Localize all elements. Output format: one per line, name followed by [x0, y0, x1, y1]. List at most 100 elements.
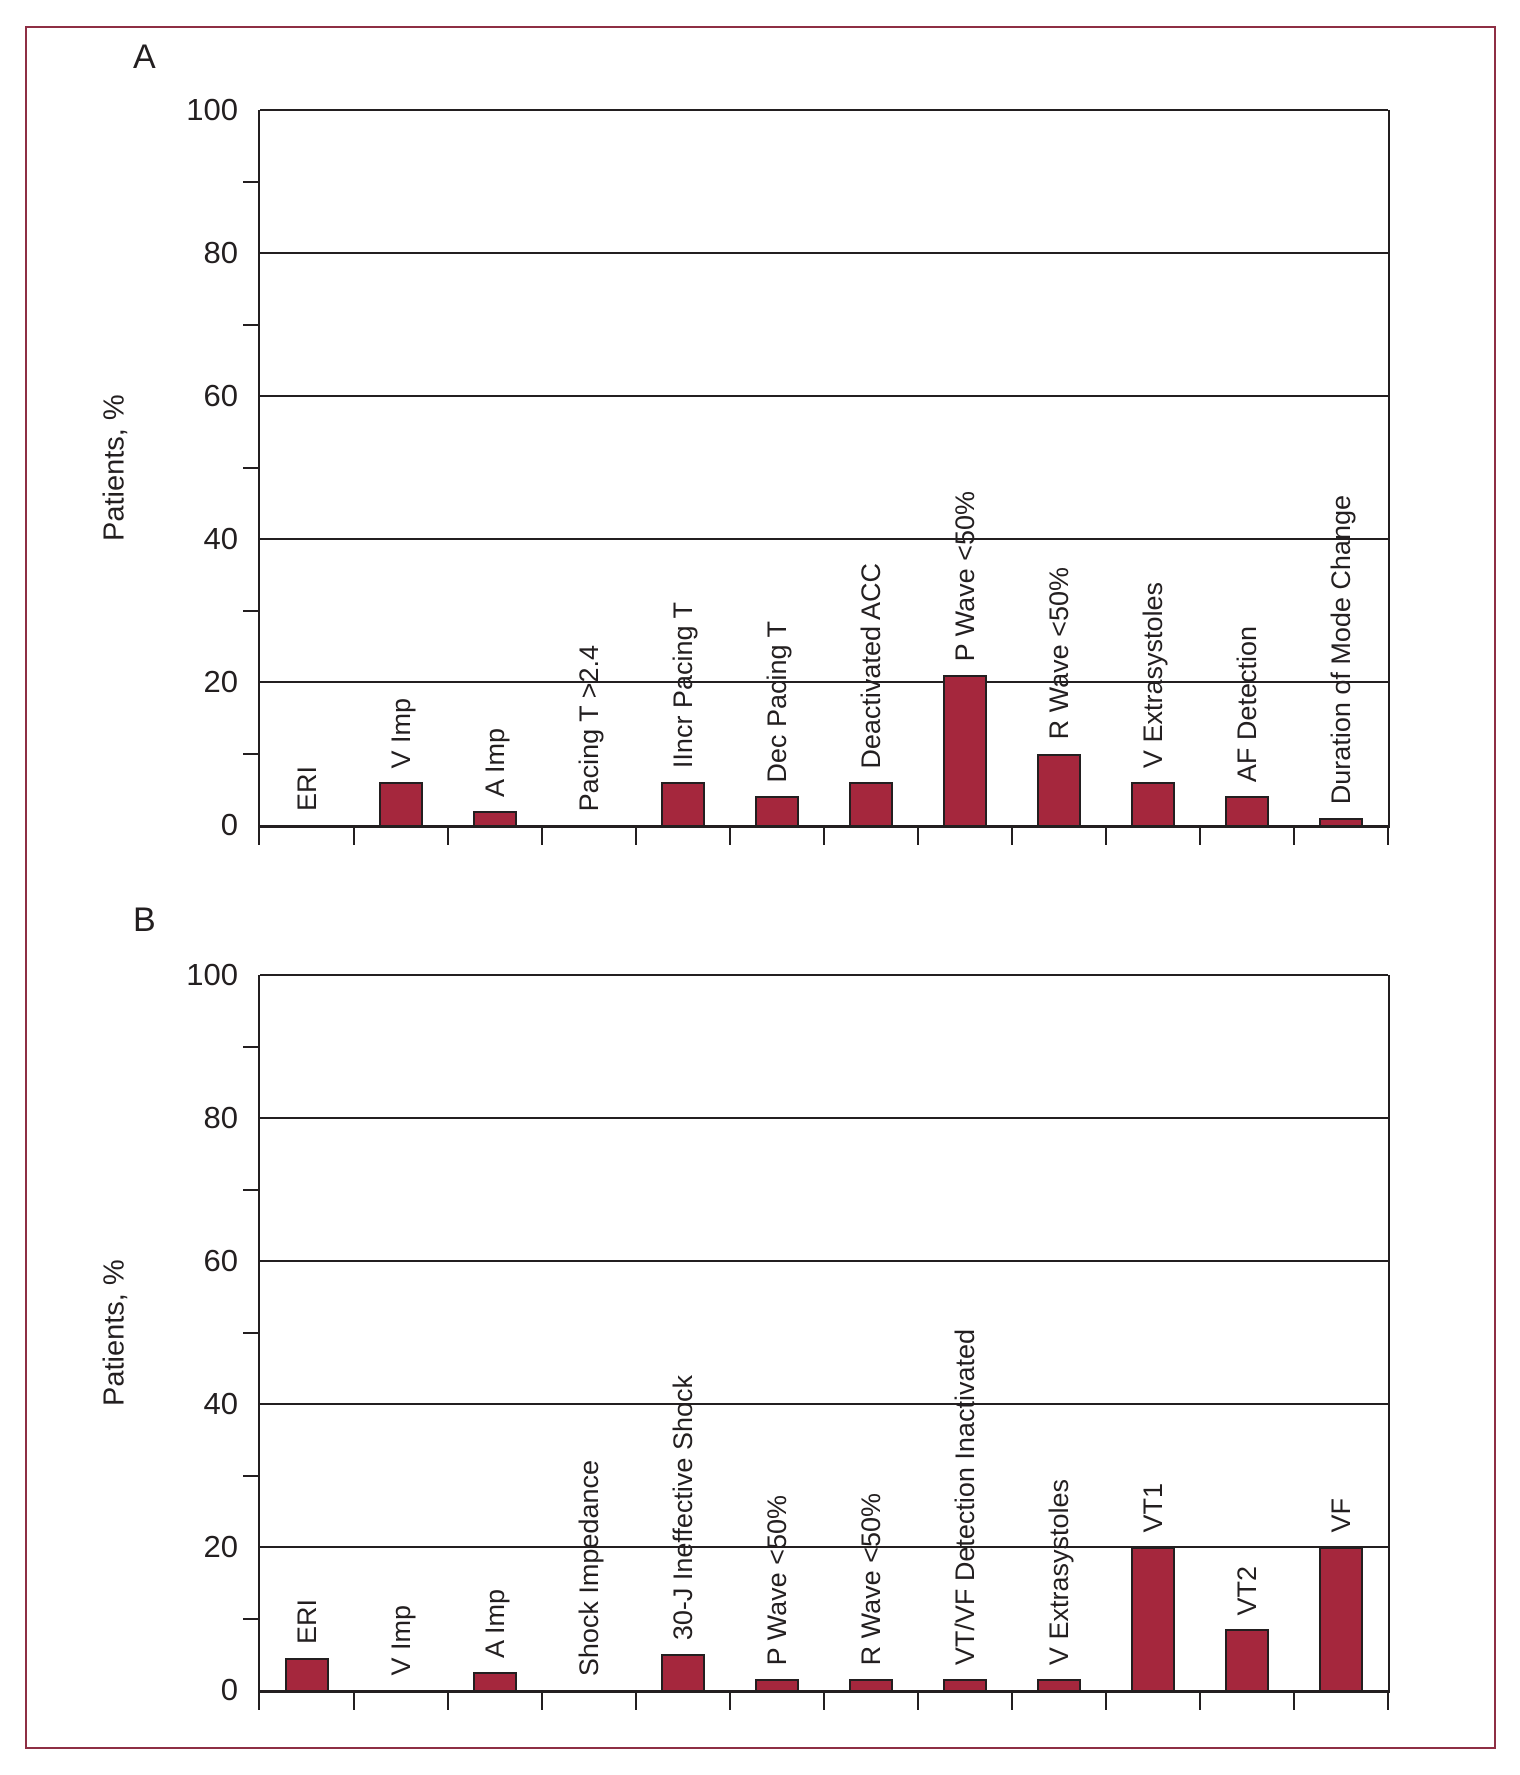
y-minor-tick-50 [243, 1331, 258, 1334]
y-minor-tick-10 [243, 752, 258, 755]
x-tick [353, 825, 355, 845]
y-minor-tick-90 [243, 180, 258, 183]
category-label: A Imp [480, 1589, 510, 1659]
gridline-60 [260, 1260, 1388, 1262]
y-tick-label: 40 [203, 1386, 238, 1421]
x-tick [1199, 1690, 1201, 1710]
x-tick [1387, 825, 1389, 845]
gridline-20 [260, 681, 1388, 683]
y-minor-tick-70 [243, 323, 258, 326]
y-minor-tick-30 [243, 1474, 258, 1477]
x-tick [447, 1690, 449, 1710]
bar [1131, 782, 1175, 825]
category-label: Dec Pacing T [762, 620, 792, 783]
x-tick [353, 1690, 355, 1710]
category-label: ERI [292, 765, 322, 811]
bar [849, 782, 893, 825]
x-tick [635, 1690, 637, 1710]
y-tick-label: 100 [186, 957, 238, 992]
category-label: V Imp [386, 1605, 416, 1676]
y-tick-label: 60 [203, 378, 238, 413]
category-label: 30-J Ineffective Shock [668, 1375, 698, 1641]
x-tick [1011, 1690, 1013, 1710]
x-tick [258, 1690, 260, 1710]
y-axis-label-b: Patients, % [98, 1259, 131, 1406]
category-label: VT2 [1232, 1565, 1262, 1616]
bar [1319, 817, 1363, 825]
x-tick [729, 1690, 731, 1710]
bar [1037, 1679, 1081, 1690]
x-tick [1105, 825, 1107, 845]
category-label: ERI [292, 1598, 322, 1644]
x-tick [541, 1690, 543, 1710]
category-label: P Wave <50% [950, 490, 980, 661]
y-tick-label: 40 [203, 521, 238, 556]
gridline-80 [260, 1117, 1388, 1119]
plot-area-b: 0 20 40 60 80 100 ERI V Imp A Imp Shock Impedance… [186, 957, 1390, 1710]
x-tick [635, 825, 637, 845]
category-label: VF [1326, 1498, 1356, 1533]
category-label: Shock Impedance [574, 1459, 604, 1676]
y-tick-label: 20 [203, 1529, 238, 1564]
category-label: R Wave <50% [1044, 567, 1074, 740]
bar [1319, 1547, 1363, 1690]
gridline-60 [260, 395, 1388, 397]
bar [849, 1679, 893, 1690]
category-label: Duration of Mode Change [1326, 494, 1356, 804]
x-tick [1387, 1690, 1389, 1710]
gridline-100 [260, 974, 1388, 976]
bar [943, 674, 987, 825]
y-minor-tick-50 [243, 466, 258, 469]
y-tick-label: 80 [203, 1100, 238, 1135]
bar [943, 1679, 987, 1690]
y-minor-tick-90 [243, 1045, 258, 1048]
y-axis-label-a: Patients, % [98, 394, 131, 541]
y-minor-tick-70 [243, 1188, 258, 1191]
bar [1225, 796, 1269, 825]
x-tick [1105, 1690, 1107, 1710]
bar [379, 782, 423, 825]
x-tick [729, 825, 731, 845]
category-label: A Imp [480, 727, 510, 797]
gridline-40 [260, 1403, 1388, 1405]
bar [755, 1679, 799, 1690]
category-label: P Wave <50% [762, 1494, 792, 1666]
bar [473, 1672, 517, 1690]
bar [755, 796, 799, 825]
category-label: AF Detection [1232, 626, 1262, 783]
y-minor-tick-30 [243, 609, 258, 612]
panel-a-letter: A [133, 38, 156, 76]
y-tick-label: 0 [220, 807, 238, 842]
category-label: R Wave <50% [856, 1492, 886, 1666]
figure-border [25, 26, 1496, 1749]
y-tick-label: 20 [203, 664, 238, 699]
category-label: V Extrasystoles [1138, 582, 1168, 769]
x-tick [447, 825, 449, 845]
plot-area-a: 0 20 40 60 80 100 ERI V Imp A Imp Pacing T >2.4 II… [186, 92, 1390, 845]
category-label: V Imp [386, 697, 416, 769]
bar [661, 1654, 705, 1690]
y-tick-label: 100 [186, 92, 238, 127]
x-tick [258, 825, 260, 845]
y-tick-label: 60 [203, 1243, 238, 1278]
x-tick [541, 825, 543, 845]
bar [661, 782, 705, 825]
y-tick-label: 80 [203, 235, 238, 270]
x-tick [1293, 1690, 1295, 1710]
category-label: IIncr Pacing T [668, 602, 698, 769]
panel-b-letter: B [133, 901, 156, 939]
gridline-100 [260, 109, 1388, 111]
y-minor-tick-10 [243, 1617, 258, 1620]
bar [285, 1657, 329, 1690]
x-tick [823, 1690, 825, 1710]
category-label: Deactivated ACC [856, 562, 886, 769]
category-label: Pacing T >2.4 [574, 644, 604, 811]
bar [1131, 1547, 1175, 1690]
x-tick [1293, 825, 1295, 845]
bar [1037, 753, 1081, 825]
x-tick [1199, 825, 1201, 845]
bar [473, 810, 517, 825]
category-label: VT1 [1138, 1483, 1168, 1533]
x-tick [823, 825, 825, 845]
x-tick [1011, 825, 1013, 845]
